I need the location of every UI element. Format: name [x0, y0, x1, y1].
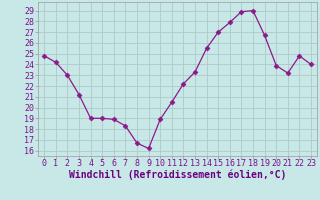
X-axis label: Windchill (Refroidissement éolien,°C): Windchill (Refroidissement éolien,°C): [69, 169, 286, 180]
